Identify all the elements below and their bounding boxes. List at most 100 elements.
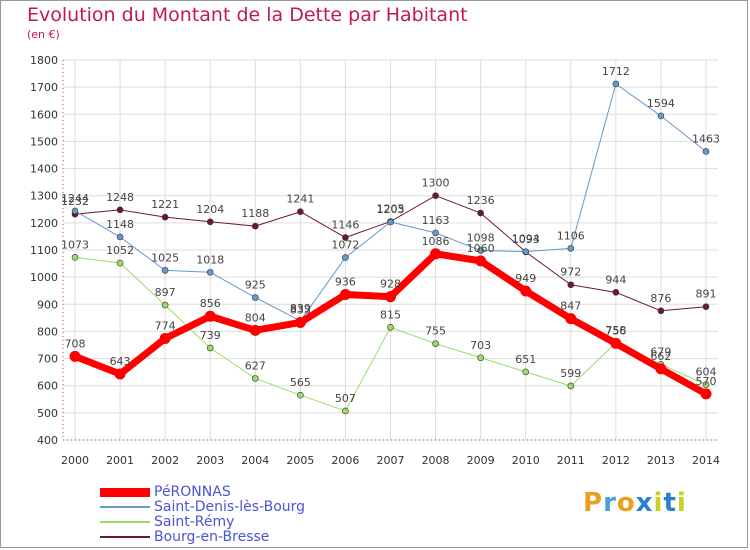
data-label: 1148 — [106, 218, 134, 231]
data-point — [339, 289, 351, 301]
data-label: 1232 — [61, 195, 89, 208]
data-label: 758 — [605, 324, 626, 337]
data-point — [657, 307, 665, 315]
x-tick-label: 2007 — [377, 454, 405, 467]
y-tick-label: 1800 — [30, 54, 58, 67]
data-label: 876 — [650, 292, 671, 305]
data-label: 804 — [245, 311, 266, 324]
data-label: 507 — [335, 392, 356, 405]
y-tick-label: 1400 — [30, 163, 58, 176]
legend-swatch — [100, 487, 150, 497]
data-label: 972 — [560, 266, 581, 279]
data-label: 1146 — [331, 219, 359, 232]
data-label: 1052 — [106, 244, 134, 257]
legend-swatch — [100, 506, 150, 508]
data-point — [206, 218, 214, 226]
data-label: 949 — [515, 272, 536, 285]
proxiti-logo: Proxiti — [583, 488, 687, 518]
x-tick-label: 2014 — [692, 454, 720, 467]
x-tick-label: 2013 — [647, 454, 675, 467]
data-point — [567, 382, 575, 390]
data-point — [477, 354, 484, 362]
data-label: 1221 — [151, 198, 179, 211]
data-point — [116, 259, 124, 267]
data-point — [522, 368, 530, 376]
data-label: 627 — [245, 359, 266, 372]
data-label: 839 — [290, 302, 311, 315]
data-point — [206, 344, 214, 352]
data-label: 928 — [380, 278, 401, 291]
data-label: 1244 — [61, 192, 89, 205]
y-tick-label: 1600 — [30, 108, 58, 121]
data-label: 570 — [696, 375, 717, 388]
data-point — [249, 324, 261, 336]
data-label: 1163 — [422, 214, 450, 227]
x-tick-label: 2005 — [286, 454, 314, 467]
data-label: 1060 — [467, 242, 495, 255]
data-point — [657, 112, 665, 120]
data-label: 1300 — [422, 177, 450, 190]
data-label: 565 — [290, 376, 311, 389]
data-point — [385, 291, 396, 303]
legend-swatch — [100, 536, 150, 538]
data-label: 1463 — [692, 132, 720, 145]
x-tick-label: 2010 — [512, 454, 540, 467]
data-point — [567, 245, 575, 252]
y-tick-label: 600 — [37, 380, 58, 393]
data-label: 643 — [110, 355, 131, 368]
data-point — [700, 388, 712, 400]
data-point — [251, 294, 259, 301]
data-point — [71, 254, 79, 261]
data-point — [251, 222, 259, 230]
data-point — [655, 363, 667, 375]
data-label: 662 — [650, 350, 671, 363]
data-label: 1712 — [602, 65, 630, 78]
x-tick-label: 2002 — [151, 454, 179, 467]
data-label: 739 — [200, 329, 221, 342]
x-tick-label: 2008 — [422, 454, 450, 467]
data-label: 708 — [65, 337, 86, 350]
data-point — [432, 229, 439, 237]
data-point — [477, 209, 484, 217]
data-point — [702, 381, 710, 388]
data-label: 1018 — [196, 253, 224, 266]
data-point — [294, 316, 306, 328]
y-tick-label: 1300 — [30, 190, 58, 203]
data-label: 1072 — [331, 239, 359, 252]
data-label: 755 — [425, 325, 446, 338]
data-point — [161, 267, 169, 274]
data-point — [610, 337, 622, 349]
data-label: 604 — [696, 366, 717, 379]
data-label: 815 — [380, 308, 401, 321]
data-point — [342, 254, 349, 261]
data-label: 833 — [290, 303, 311, 316]
x-tick-label: 2012 — [602, 454, 630, 467]
x-tick-label: 2006 — [331, 454, 359, 467]
y-tick-label: 1700 — [30, 81, 58, 94]
data-label: 1241 — [286, 193, 314, 206]
data-label: 1203 — [377, 203, 405, 216]
data-point — [387, 324, 394, 331]
data-label: 847 — [560, 300, 581, 313]
data-point — [161, 213, 169, 221]
data-point — [251, 375, 259, 382]
data-label: 944 — [605, 273, 626, 286]
data-label: 1248 — [106, 191, 134, 204]
y-tick-label: 1500 — [30, 135, 58, 148]
data-point — [342, 407, 349, 415]
x-tick-label: 2003 — [196, 454, 224, 467]
y-tick-label: 400 — [37, 434, 58, 447]
legend-label: Bourg-en-Bresse — [154, 529, 270, 545]
data-label: 1594 — [647, 97, 675, 110]
data-point — [432, 192, 439, 200]
y-tick-label: 800 — [37, 325, 58, 338]
chart-title: Evolution du Montant de la Dette par Hab… — [27, 4, 468, 26]
data-label: 1073 — [61, 238, 89, 251]
data-label: 897 — [155, 286, 176, 299]
data-label: 936 — [335, 276, 356, 289]
chart-subtitle: (en €) — [27, 28, 60, 41]
data-label: 891 — [696, 288, 717, 301]
data-point — [477, 247, 484, 254]
data-point — [71, 207, 79, 215]
